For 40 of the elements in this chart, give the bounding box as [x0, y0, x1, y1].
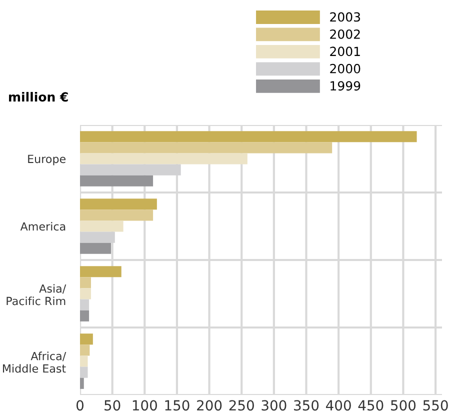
x-tick-label: 500 [391, 400, 416, 411]
bar [80, 220, 124, 232]
x-tick-label: 350 [294, 400, 319, 411]
bar [80, 277, 91, 288]
bar [80, 266, 122, 278]
legend-label: 2002 [330, 29, 360, 39]
x-tick-label: 550 [423, 400, 448, 411]
bar [80, 198, 157, 210]
bar [80, 366, 88, 378]
legend-label: 2003 [330, 12, 360, 22]
bar [80, 288, 91, 300]
bar [80, 175, 154, 186]
bar [80, 242, 112, 254]
legend-label: 2000 [330, 64, 360, 74]
bar [80, 344, 90, 356]
bar [80, 356, 88, 367]
legend-label: 2001 [330, 46, 360, 56]
bar [80, 310, 90, 322]
legend-label: 1999 [330, 81, 360, 91]
x-tick-label: 400 [326, 400, 351, 411]
bar [80, 334, 93, 345]
bar [80, 142, 332, 154]
y-tick-label: Africa/ Middle East [2, 352, 66, 373]
bar [80, 131, 417, 142]
x-tick-label: 50 [104, 400, 120, 411]
bar [80, 153, 248, 164]
bar [80, 299, 90, 310]
bar [80, 378, 84, 389]
x-tick-label: 100 [132, 400, 157, 411]
x-tick-label: 150 [165, 400, 190, 411]
bar [80, 210, 154, 221]
x-tick-label: 300 [262, 400, 286, 411]
y-tick-label: America [20, 222, 66, 231]
y-tick-label: Europe [28, 154, 66, 166]
x-tick-label: 450 [358, 400, 384, 411]
x-tick-label: 250 [229, 400, 254, 411]
x-tick-label: 0 [76, 400, 84, 411]
x-tick-label: 200 [197, 400, 222, 411]
y-tick-label: Asia/ Pacific Rim [6, 284, 66, 306]
y-axis-title: million € [9, 92, 68, 102]
